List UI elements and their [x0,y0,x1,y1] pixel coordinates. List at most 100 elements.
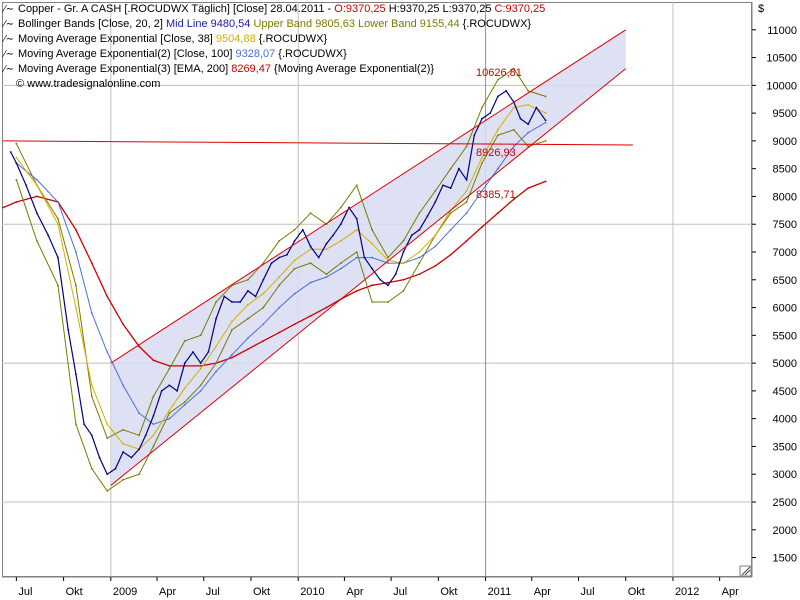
x-tick-label: Apr [159,586,176,598]
data-point-price [231,301,233,303]
data-point-price [442,184,444,187]
data-point-price [544,119,547,122]
data-point-bb-upper [402,239,405,242]
legend-value: {.ROCUDWX} [275,48,347,60]
data-point-ema100 [75,251,77,253]
data-point-bb-upper [512,67,515,70]
data-point-ema200 [231,356,233,359]
data-point-bb-lower [36,239,38,242]
data-point-bb-lower [355,251,358,253]
y-tick-label: 4000 [773,414,797,426]
legend-row-3[interactable]: ∕∼ Moving Average Exponential(2) [Close, … [4,47,545,62]
legend-row-4[interactable]: ∕∼ Moving Average Exponential(3) [EMA, 20… [4,62,545,77]
line-icon: ∕∼ [4,19,15,30]
x-tick-label: Jul [206,586,220,598]
data-point-price [449,187,452,190]
trend-line-2[interactable] [3,140,633,146]
legend-value: C:9370,25 [494,3,546,15]
resize-grip-icon[interactable] [739,565,752,577]
data-point-ema38 [418,251,421,253]
data-point-bb-upper [152,395,155,398]
data-point-bb-lower [106,489,109,492]
data-point-ema38 [496,128,499,131]
trend-line-0[interactable] [110,29,626,364]
data-point-bb-upper [15,142,18,145]
legend-text: Moving Average Exponential(3) [EMA, 200] [18,63,232,75]
series-line-price [10,90,547,476]
data-point-price [57,256,59,259]
x-tick-label: Okt [628,586,645,598]
data-point-ema38 [106,423,109,426]
data-point-bb-lower [418,262,421,265]
data-point-ema200 [355,289,358,292]
data-point-price [130,456,133,459]
data-point-bb-lower [122,478,125,481]
data-point-bb-lower [512,128,515,131]
y-axis: $ 1500 2000 2500 3000 3500 4000 4500 5000 5500 60… [751,2,797,577]
legend-text: Moving Average Exponential [Close, 38] [18,33,216,45]
data-point-ema100 [183,403,186,406]
data-point-bb-lower [325,273,328,276]
trend-line-1[interactable] [110,68,627,486]
y-tick-label: 7500 [773,219,797,231]
data-point-price [83,423,86,426]
line-icon: ∕∼ [4,34,15,45]
data-point-price [239,301,242,303]
data-point-price [192,351,194,353]
y-tick-label: 9500 [773,108,797,120]
data-point-ema38 [544,112,547,115]
y-tick-label: 6000 [773,303,797,315]
data-point-ema100 [168,417,171,420]
data-point-price [114,467,117,470]
data-point-ema200 [449,253,452,256]
series-line-ema38 [15,104,546,450]
data-point-ema38 [199,367,202,370]
data-point-price [505,89,508,92]
data-point-ema200 [152,359,155,362]
y-tick-label: 3000 [773,469,797,481]
data-point-price [199,362,202,365]
legend-value: 9328,07 [235,48,276,60]
data-point-ema100 [122,384,125,387]
data-point-ema38 [152,434,155,437]
data-point-ema38 [122,442,125,445]
data-point-ema200 [106,295,109,298]
data-point-bb-upper [75,284,77,287]
data-point-ema100 [465,212,468,215]
data-point-price [106,473,109,476]
data-point-ema38 [183,387,186,390]
x-tick-label: Apr [722,586,739,598]
data-point-bb-upper [246,278,249,281]
data-point-bb-upper [199,334,202,337]
data-point-price [379,278,382,281]
legend-value: Upper Band 9805,63 Lower Band 9155,44 [253,18,460,30]
data-point-bb-upper [544,95,547,98]
data-point-bb-lower [449,212,452,215]
data-point-price [254,295,257,298]
legend-text: Copper - Gr. A CASH [.ROCUDWX Täglich] [… [18,3,335,15]
annotation-horizontal-line: 8926,93 [476,147,516,159]
data-point-price [535,106,538,109]
y-tick-label: 2500 [773,497,797,509]
data-point-price [278,256,281,259]
y-tick-label: 5000 [773,358,797,370]
legend-value: H:9370,25 L:9370,25 [385,3,495,15]
data-point-ema200 [527,187,530,190]
data-point-ema100 [544,121,547,124]
data-point-ema100 [152,423,155,426]
legend-row-5[interactable]: © www.tradesignalonline.com [4,77,545,91]
data-point-price [168,384,171,387]
data-point-ema38 [465,189,468,192]
data-point-bb-upper [418,212,421,215]
legend-row-2[interactable]: ∕∼ Moving Average Exponential [Close, 38]… [4,32,545,47]
legend-text: Moving Average Exponential(2) [Close, 10… [18,48,236,60]
legend-row-0[interactable]: ∕∼ Copper - Gr. A CASH [.ROCUDWX Täglich]… [4,2,545,17]
data-point-bb-upper [371,228,374,231]
data-point-bb-lower [152,445,155,448]
data-point-bb-upper [278,239,281,242]
legend-row-1[interactable]: ∕∼ Bollinger Bands [Close, 20, 2] Mid Lin… [4,17,545,32]
data-point-ema38 [215,345,217,348]
data-point-bb-upper [339,206,342,209]
data-point-ema38 [339,239,342,242]
y-tick-label: 7000 [773,247,797,259]
